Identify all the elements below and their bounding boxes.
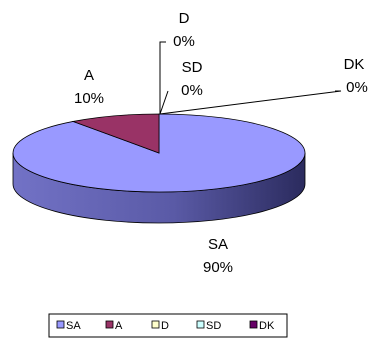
legend-label-sa: SA <box>66 320 81 332</box>
data-labels: SA 90% A 10% D 0% SD 0% DK 0% <box>74 10 368 276</box>
data-label-sa-value: 90% <box>203 259 233 276</box>
legend-label-d: D <box>161 320 169 332</box>
legend-label-dk: DK <box>259 320 275 332</box>
data-label-sd-category: SD <box>182 59 203 76</box>
legend-swatch-sd <box>196 320 205 329</box>
data-label-sd-value: 0% <box>181 82 203 99</box>
leader-line-sd <box>159 90 169 115</box>
data-label-d-value: 0% <box>173 33 195 50</box>
leader-line-d <box>159 41 166 114</box>
data-label-dk-category: DK <box>344 56 365 73</box>
data-label-a-category: A <box>84 67 94 84</box>
legend-swatch-dk <box>249 320 258 329</box>
legend-swatch-d <box>151 320 160 329</box>
legend-label-sd: SD <box>206 320 221 332</box>
data-label-a-value: 10% <box>74 90 104 107</box>
data-label-dk-value: 0% <box>346 79 368 96</box>
data-label-sa-category: SA <box>208 236 228 253</box>
legend-box <box>48 313 288 338</box>
pie-layer <box>12 113 306 224</box>
legend-label-a: A <box>115 320 123 332</box>
leader-lines <box>159 41 342 115</box>
pie-slice-a <box>71 113 160 154</box>
legend-swatch-sa <box>56 320 65 329</box>
data-label-d-category: D <box>179 10 190 27</box>
legend: SA A D SD DK <box>48 313 288 338</box>
legend-swatch-a <box>105 320 114 329</box>
leader-line-dk <box>159 90 342 115</box>
